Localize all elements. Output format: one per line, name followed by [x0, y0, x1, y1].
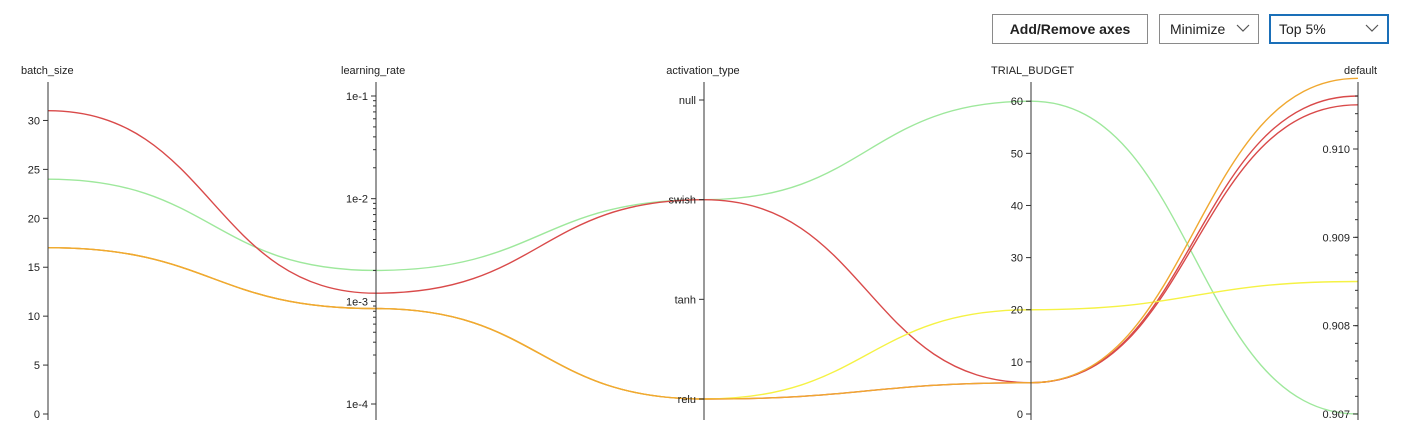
add-remove-axes-button[interactable]: Add/Remove axes: [992, 14, 1148, 44]
tick-label: null: [679, 95, 696, 107]
trial-line-red[interactable]: [47, 95, 1359, 384]
direction-select[interactable]: Minimize: [1159, 14, 1259, 44]
tick-label: relu: [678, 394, 696, 406]
tick-label: tanh: [675, 294, 696, 306]
axis-TRIAL_BUDGET[interactable]: TRIAL_BUDGET 0 10 20 30 40 50 60: [991, 65, 1074, 421]
axis-title: learning_rate: [341, 65, 405, 77]
tick-label: 0.908: [1322, 321, 1350, 333]
tick-label: 30: [1011, 253, 1023, 265]
filter-select-value: Top 5%: [1279, 21, 1326, 37]
toolbar: Add/Remove axes Minimize Top 5%: [0, 14, 1402, 48]
lines-layer: [47, 77, 1359, 415]
tick-label: 1e-2: [346, 194, 368, 206]
tick-label: 20: [1011, 305, 1023, 317]
tick-label: 20: [28, 213, 40, 225]
trial-line-red[interactable]: [47, 104, 1359, 400]
tick-label: 1e-1: [346, 91, 368, 103]
axis-title: default: [1344, 65, 1377, 77]
tick-label: 10: [1011, 357, 1023, 369]
tick-label: 25: [28, 164, 40, 176]
tick-label: 0: [1017, 409, 1023, 421]
tick-label: 0.907: [1322, 409, 1350, 421]
trial-line-green[interactable]: [47, 100, 1359, 415]
axis-title: activation_type: [666, 65, 739, 77]
chevron-down-icon: [1236, 24, 1250, 32]
tick-label: 15: [28, 262, 40, 274]
axis-title: batch_size: [21, 65, 74, 77]
tick-label: 60: [1011, 96, 1023, 108]
tick-label: swish: [668, 195, 696, 207]
direction-select-value: Minimize: [1170, 21, 1226, 37]
filter-select[interactable]: Top 5%: [1269, 14, 1389, 44]
tick-label: 5: [34, 360, 40, 372]
axis-default[interactable]: default 0.907 0.908 0.909 0.910: [1322, 65, 1377, 421]
axis-title: TRIAL_BUDGET: [991, 65, 1074, 77]
axis-batch_size[interactable]: batch_size 0 5 10 15 20 25 30: [21, 65, 74, 421]
tick-label: 0.909: [1322, 232, 1350, 244]
chevron-down-icon: [1365, 24, 1379, 32]
tick-label: 1e-4: [346, 399, 368, 411]
trial-line-yellow[interactable]: [47, 246, 1359, 400]
tick-label: 50: [1011, 148, 1023, 160]
axis-learning_rate[interactable]: learning_rate 1e-4 1e-3 1e-2 1e-1: [341, 65, 405, 420]
tick-label: 30: [28, 115, 40, 127]
tick-label: 10: [28, 311, 40, 323]
tick-label: 1e-3: [346, 296, 368, 308]
tick-label: 0.910: [1322, 144, 1350, 156]
tick-label: 40: [1011, 200, 1023, 212]
trial-line-orange[interactable]: [47, 77, 1359, 400]
tick-label: 0: [34, 409, 40, 421]
axes-layer: batch_size 0 5 10 15 20 25 30 learning_rate 1e-4 1…: [21, 65, 1377, 421]
